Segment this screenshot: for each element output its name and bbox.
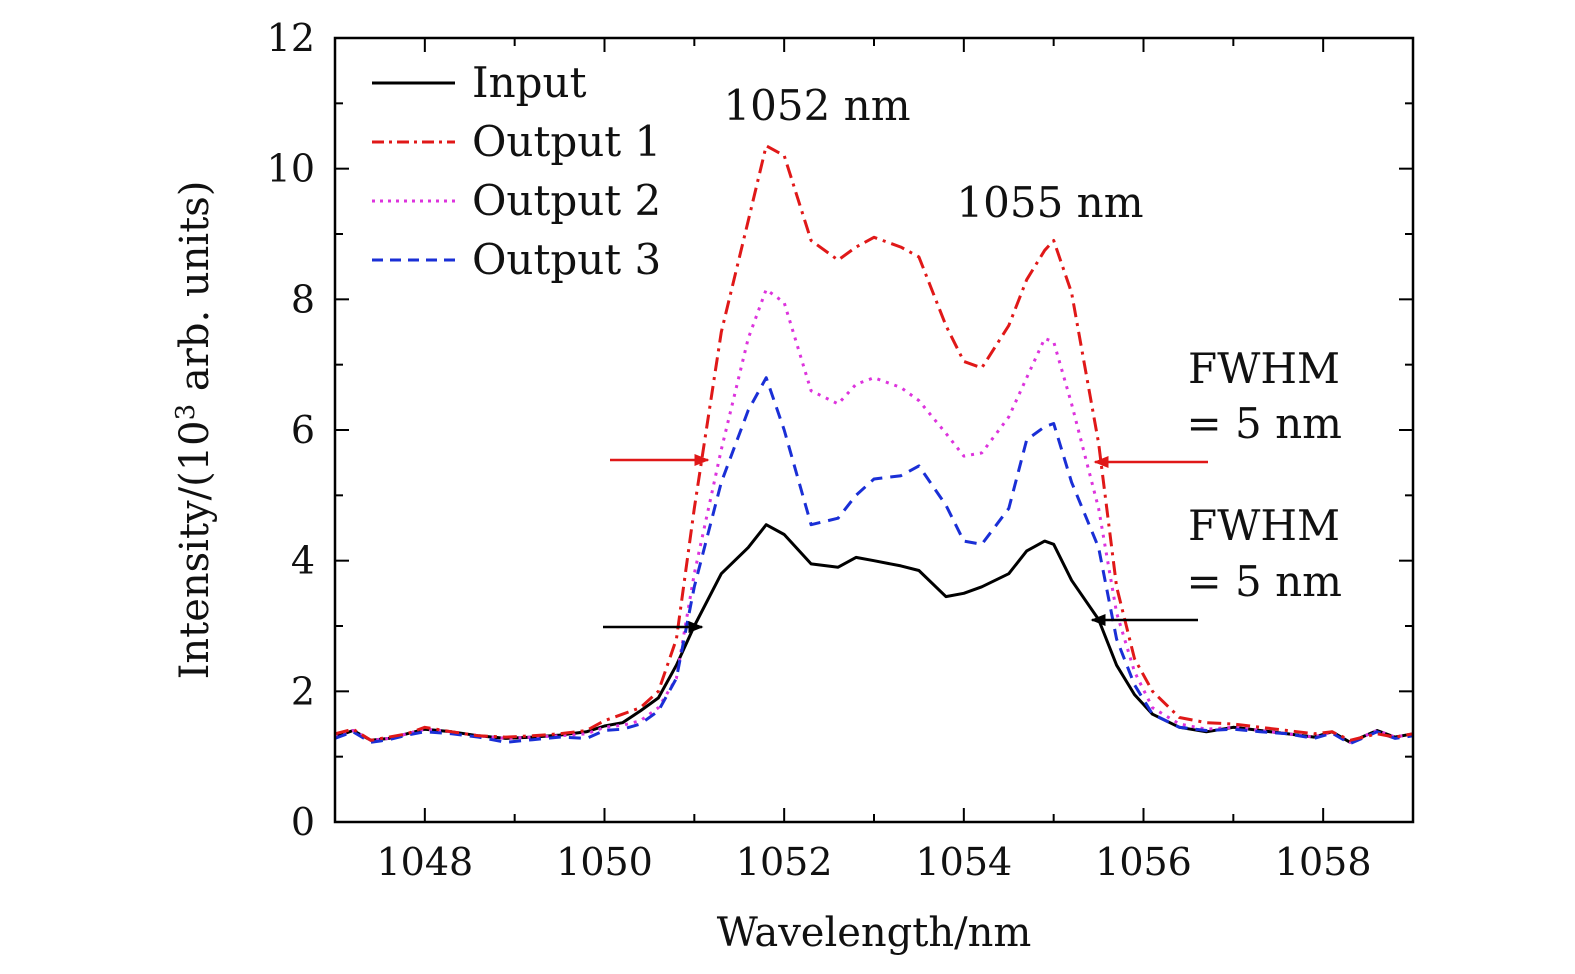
fwhm-input-label: FWHM — [1188, 501, 1340, 550]
y-axis-ticks: 0 2 4 6 8 10 12 — [267, 16, 1413, 844]
y-tick-label: 12 — [267, 16, 315, 60]
series-line-output-1 — [334, 144, 1414, 742]
y-tick-label: 2 — [291, 669, 315, 713]
series-line-output-3 — [334, 376, 1414, 746]
x-axis-ticks: 1048 1050 1052 1054 1056 1058 — [334, 38, 1414, 884]
x-tick-label: 1058 — [1275, 840, 1372, 884]
x-axis-label: Wavelength/nm — [717, 910, 1032, 956]
fwhm-input-value: = 5 nm — [1187, 557, 1343, 606]
y-tick-label: 10 — [267, 147, 315, 191]
x-tick-label: 1056 — [1095, 840, 1192, 884]
y-tick-label: 8 — [291, 277, 315, 321]
fwhm-output-label: FWHM — [1188, 344, 1340, 393]
y-axis-label: Intensity/(103 arb. units) — [171, 181, 218, 680]
y-tick-label: 4 — [291, 539, 315, 583]
x-tick-label: 1052 — [736, 840, 833, 884]
x-tick-label: 1054 — [915, 840, 1012, 884]
peak-annotation-1052: 1052 nm — [723, 81, 910, 130]
legend-label-output-2: Output 2 — [472, 176, 661, 225]
legend: Input Output 1 Output 2 Output 3 — [372, 58, 661, 284]
legend-label-input: Input — [472, 58, 587, 107]
legend-label-output-1: Output 1 — [472, 117, 661, 166]
peak-annotation-1055: 1055 nm — [956, 178, 1143, 227]
legend-label-output-3: Output 3 — [472, 235, 661, 284]
y-tick-label: 0 — [291, 800, 315, 844]
x-tick-label: 1050 — [556, 840, 653, 884]
x-tick-label: 1048 — [376, 840, 473, 884]
series-lines — [334, 144, 1414, 746]
fwhm-output-value: = 5 nm — [1187, 399, 1343, 448]
y-tick-label: 6 — [291, 408, 315, 452]
